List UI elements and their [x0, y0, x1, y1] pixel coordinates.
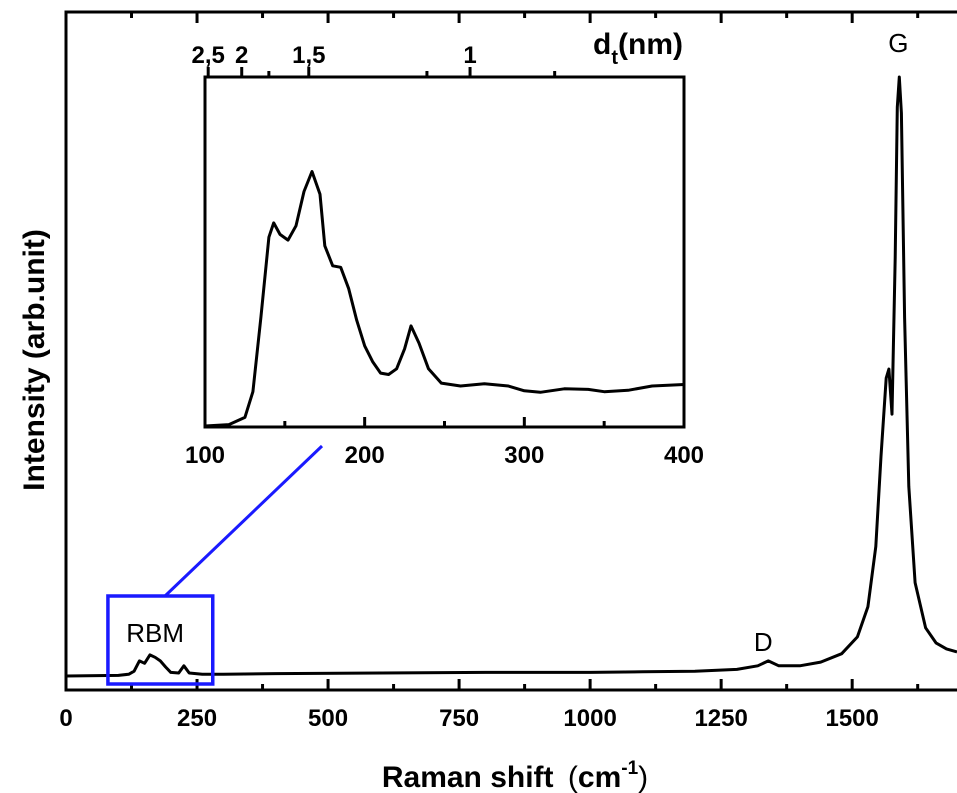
inset-x-tick-label: 400	[664, 442, 704, 469]
rbm-highlight-box	[106, 594, 215, 686]
inset-top-axis-tick-labels: 2,5 2 1,5 1	[192, 42, 477, 69]
inset-top-tick-label: 2,5	[192, 42, 225, 69]
y-axis-title: Intensity (arb.unit)	[18, 229, 51, 491]
zoom-connector-line	[163, 444, 324, 598]
inset-top-axis-title: dt(nm)	[593, 28, 683, 69]
inset-top-tick-label: 1,5	[292, 42, 325, 69]
inset-x-tick-label: 200	[345, 442, 385, 469]
inset-top-tick-label: 2	[235, 42, 248, 69]
main-plot-frame	[64, 10, 957, 692]
main-x-axis-tick-labels: 0 250 500 750 1000 1250 1500	[59, 705, 879, 732]
inset-x-tick-label: 100	[185, 442, 225, 469]
inset-top-tick-label: 1	[463, 42, 476, 69]
main-x-tick-label: 1250	[694, 705, 747, 732]
main-x-tick-label: 1000	[563, 705, 616, 732]
rbm-annotation: RBM	[126, 618, 184, 648]
inset-x-axis-tick-labels: 100 200 300 400	[185, 442, 704, 469]
inset-spectrum-line	[204, 170, 685, 428]
main-x-tick-label: 750	[439, 705, 479, 732]
inset-background	[205, 77, 684, 427]
main-x-tick-label: 0	[59, 705, 72, 732]
main-spectrum-line	[65, 75, 957, 678]
inset-x-tick-label: 300	[504, 442, 544, 469]
main-x-tick-label: 250	[177, 705, 217, 732]
main-x-tick-label: 500	[308, 705, 348, 732]
main-x-axis-ticks	[64, 12, 920, 690]
main-plot-area: 0 250 500 750 1000 1250 1500 RBM D G Raman shi…	[18, 10, 957, 793]
g-band-annotation: G	[888, 28, 908, 58]
inset-top-axis-ticks	[206, 67, 557, 77]
main-x-tick-label: 1500	[825, 705, 878, 732]
inset-plot-area: 100 200 300 400 2,5 2 1,5 1 dt(nm)	[185, 28, 704, 469]
d-band-annotation: D	[754, 627, 773, 657]
x-axis-title: Raman shift (cm-1)	[382, 758, 648, 793]
